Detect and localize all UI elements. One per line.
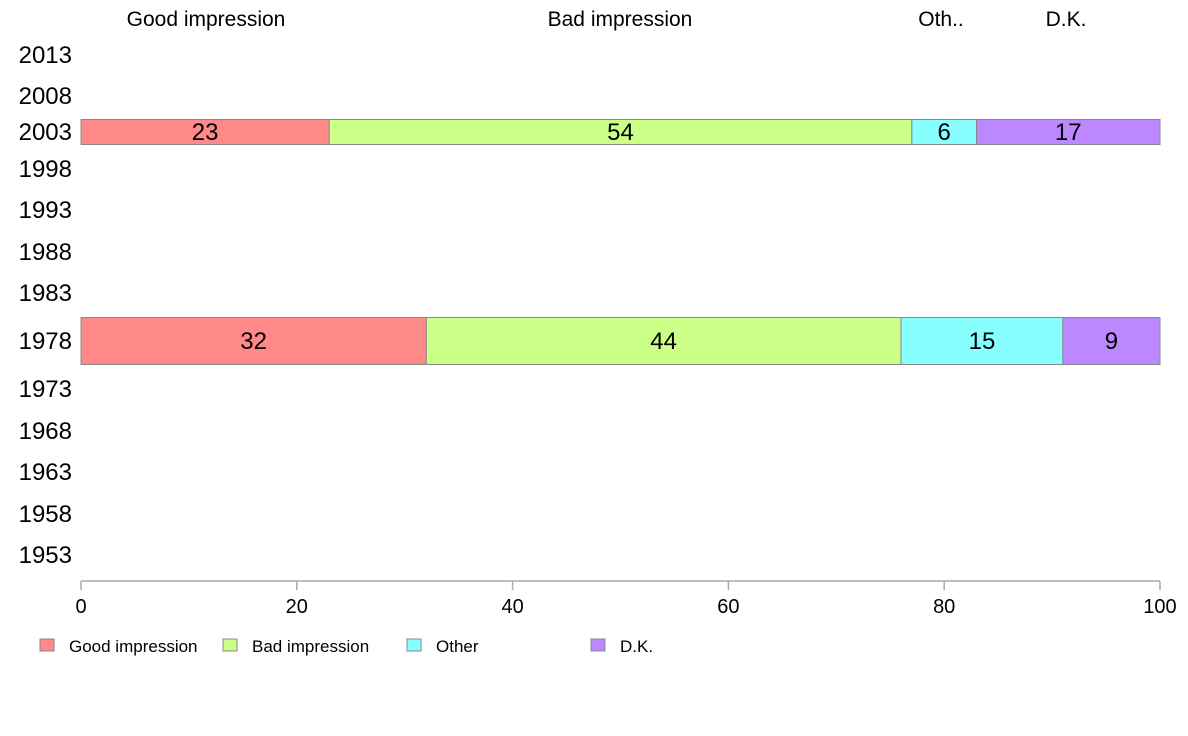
x-tick-label: 40 bbox=[501, 596, 523, 618]
column-headers: Good impression Bad impression Oth.. D.K. bbox=[127, 8, 1087, 31]
legend-label: D.K. bbox=[620, 637, 653, 656]
bar-segments: 23 54 6 17 32 44 15 9 bbox=[80, 119, 1161, 365]
bar-value-label: 9 bbox=[1105, 328, 1118, 355]
year-label: 2013 bbox=[19, 42, 72, 69]
bar-value-label: 23 bbox=[192, 119, 219, 146]
year-axis-labels: 2013 2008 2003 1998 1993 1988 1983 1978 1973 1968… bbox=[19, 42, 72, 569]
legend-label: Bad impression bbox=[252, 637, 369, 656]
bar-segment bbox=[328, 119, 913, 145]
year-label: 1998 bbox=[19, 156, 72, 183]
legend-label: Other bbox=[436, 637, 479, 656]
year-label: 1973 bbox=[19, 376, 72, 403]
x-tick-label: 0 bbox=[75, 596, 86, 618]
column-header: Good impression bbox=[127, 8, 286, 31]
bar-segment bbox=[900, 317, 1064, 365]
year-label: 1988 bbox=[19, 239, 72, 266]
bar-value-label: 44 bbox=[650, 328, 677, 355]
bar-value-label: 15 bbox=[969, 328, 996, 355]
bar-value-label: 17 bbox=[1055, 119, 1082, 146]
x-tick-label: 100 bbox=[1143, 596, 1176, 618]
year-label: 1953 bbox=[19, 542, 72, 569]
year-label: 1993 bbox=[19, 197, 72, 224]
x-tick-label: 80 bbox=[933, 596, 955, 618]
year-label: 2008 bbox=[19, 83, 72, 110]
x-tick-label: 60 bbox=[717, 596, 739, 618]
year-label: 1978 bbox=[19, 328, 72, 355]
bar-segment bbox=[976, 119, 1161, 145]
year-label: 2003 bbox=[19, 119, 72, 146]
bar-segment bbox=[425, 317, 902, 365]
bar-segment bbox=[911, 119, 978, 145]
bar-segment bbox=[80, 317, 427, 365]
year-label: 1963 bbox=[19, 459, 72, 486]
bar-value-label: 6 bbox=[938, 119, 951, 146]
column-header: Oth.. bbox=[918, 8, 964, 31]
x-tick-label: 20 bbox=[286, 596, 308, 618]
legend-swatch bbox=[590, 638, 606, 652]
legend-swatch bbox=[222, 638, 238, 652]
bar-segment bbox=[1062, 317, 1161, 365]
year-label: 1958 bbox=[19, 501, 72, 528]
column-header: Bad impression bbox=[548, 8, 693, 31]
legend: Good impression Bad impression Other D.K. bbox=[39, 637, 653, 656]
legend-swatch bbox=[406, 638, 422, 652]
legend-swatch bbox=[39, 638, 55, 652]
legend-label: Good impression bbox=[69, 637, 198, 656]
year-label: 1983 bbox=[19, 280, 72, 307]
bar-value-label: 32 bbox=[240, 328, 267, 355]
x-axis: 0 20 40 60 80 100 bbox=[75, 580, 1177, 618]
bar-segment bbox=[80, 119, 330, 145]
column-header: D.K. bbox=[1046, 8, 1087, 31]
bar-value-label: 54 bbox=[607, 119, 634, 146]
year-label: 1968 bbox=[19, 418, 72, 445]
